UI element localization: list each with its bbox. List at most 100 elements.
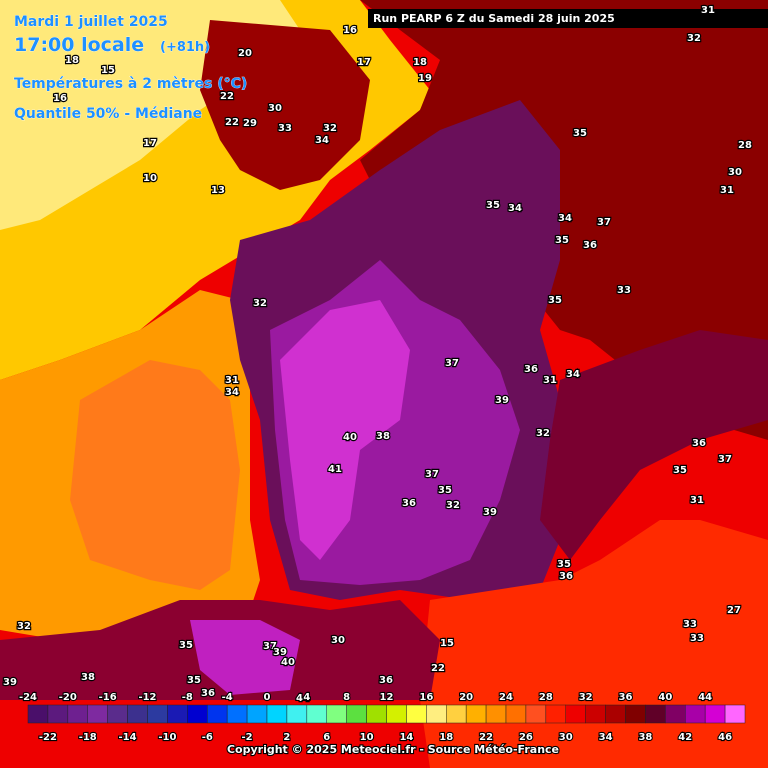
temperature-label: 36 (402, 498, 416, 509)
colorbar-tick-label: -22 (39, 732, 57, 743)
colorbar-swatch (525, 704, 547, 724)
temperature-label: 33 (278, 123, 292, 134)
temperature-label: 29 (243, 118, 257, 129)
colorbar-swatch (426, 704, 447, 724)
temperature-label: 30 (268, 103, 282, 114)
colorbar-swatch (585, 704, 606, 724)
colorbar-tick-label: 14 (399, 732, 413, 743)
colorbar-tick-label: 16 (419, 692, 433, 703)
temperature-label: 35 (573, 128, 587, 139)
colorbar-tick-label: 32 (579, 692, 593, 703)
colorbar-swatch (465, 704, 487, 724)
colorbar: -24-22-20-18-16-14-12-10-8-6-4-202468101… (18, 691, 746, 744)
colorbar-swatch (346, 704, 367, 724)
colorbar-tick-label: 4 (303, 692, 310, 703)
colorbar-tick-label: 10 (360, 732, 374, 743)
temperature-label: 16 (343, 25, 357, 36)
temperature-label: 32 (17, 621, 31, 632)
temperature-label: 36 (524, 364, 538, 375)
colorbar-swatch (87, 704, 108, 724)
temperature-label: 18 (413, 57, 427, 68)
temperature-label: 16 (53, 93, 67, 104)
temperature-label: 22 (431, 663, 445, 674)
temperature-label: 27 (727, 605, 741, 616)
temperature-label: 35 (557, 559, 571, 570)
colorbar-tick-label: -4 (222, 692, 233, 703)
colorbar-swatch (665, 704, 686, 724)
colorbar-swatch (386, 704, 407, 724)
colorbar-tick-label: 30 (559, 732, 573, 743)
colorbar-tick-label: 22 (479, 732, 493, 743)
temperature-label: 31 (543, 375, 557, 386)
temperature-label: 40 (281, 657, 295, 668)
colorbar-swatch (406, 704, 427, 724)
colorbar-swatch (27, 704, 49, 724)
temperature-label: 34 (558, 213, 572, 224)
colorbar-swatch (724, 704, 746, 724)
temperature-label: 38 (376, 431, 390, 442)
colorbar-swatch (485, 704, 507, 724)
temperature-label: 39 (273, 647, 287, 658)
time: 17:00 locale (14, 34, 144, 56)
temperature-label: 32 (253, 298, 267, 309)
colorbar-tick-label: 46 (718, 732, 732, 743)
colorbar-swatch (266, 704, 288, 724)
colorbar-swatch (286, 704, 308, 724)
temperature-label: 18 (65, 55, 79, 66)
colorbar-swatch (306, 704, 328, 724)
temperature-label: 32 (536, 428, 550, 439)
colorbar-swatch (505, 704, 527, 724)
temperature-label: 13 (211, 185, 225, 196)
colorbar-tick-label: 0 (264, 692, 271, 703)
temperature-label: 34 (566, 369, 580, 380)
temperature-label: 20 (238, 48, 252, 59)
colorbar-tick-label: 26 (519, 732, 533, 743)
temperature-label: 28 (738, 140, 752, 151)
copyright: Copyright © 2025 Meteociel.fr - Source M… (227, 743, 559, 756)
temperature-label: 31 (720, 185, 734, 196)
colorbar-tick-label: 8 (343, 692, 350, 703)
colorbar-tick-label: -8 (182, 692, 193, 703)
colorbar-tick-label: -18 (79, 732, 97, 743)
temperature-label: 34 (315, 135, 329, 146)
temperature-label: 34 (225, 387, 239, 398)
colorbar-tick-label: 18 (439, 732, 453, 743)
colorbar-swatch (645, 704, 666, 724)
colorbar-tick-label: -6 (202, 732, 213, 743)
colorbar-tick-label: 36 (619, 692, 633, 703)
temperature-label: 37 (445, 358, 459, 369)
colorbar-tick-label: -20 (59, 692, 77, 703)
colorbar-tick-label: -10 (158, 732, 176, 743)
colorbar-tick-label: 44 (698, 692, 712, 703)
temperature-label: 35 (548, 295, 562, 306)
colorbar-swatch (366, 704, 387, 724)
colorbar-swatch (147, 704, 168, 724)
temperature-label: 41 (328, 464, 342, 475)
temperature-label: 39 (495, 395, 509, 406)
lead: (+81h) (160, 40, 210, 55)
date: Mardi 1 juillet 2025 (14, 14, 168, 30)
colorbar-swatch (207, 704, 228, 724)
colorbar-swatch (704, 704, 726, 724)
temperature-label: 32 (687, 33, 701, 44)
colorbar-swatch (685, 704, 706, 724)
temperature-label: 31 (690, 495, 704, 506)
colorbar-tick-label: 2 (283, 732, 290, 743)
colorbar-tick-label: 42 (678, 732, 692, 743)
temperature-label: 36 (692, 438, 706, 449)
temperature-label: 32 (323, 123, 337, 134)
colorbar-swatch (226, 704, 248, 724)
colorbar-swatch (545, 704, 566, 724)
temperature-label: 37 (597, 217, 611, 228)
temperature-label: 33 (690, 633, 704, 644)
temperature-label: 35 (438, 485, 452, 496)
colorbar-tick-label: 38 (638, 732, 652, 743)
temperature-label: 39 (3, 677, 17, 688)
temperature-label: 19 (418, 73, 432, 84)
temperature-label: 34 (508, 203, 522, 214)
temperature-label: 40 (343, 432, 357, 443)
temperature-label: 35 (179, 640, 193, 651)
temperature-label: 36 (583, 240, 597, 251)
temperature-label: 37 (263, 641, 277, 652)
